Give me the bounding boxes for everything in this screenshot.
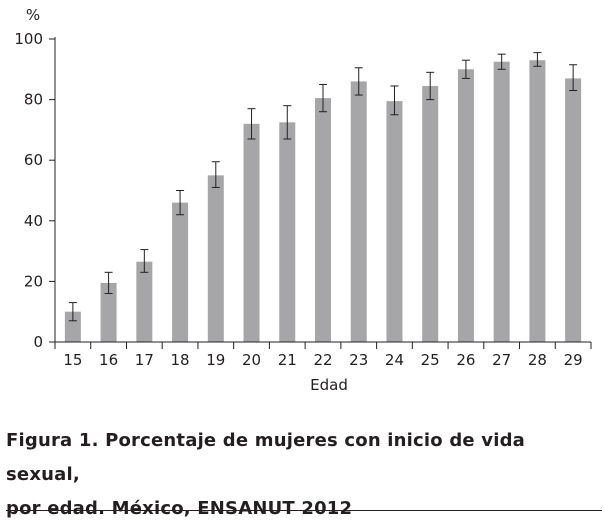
x-tick-label: 15 <box>63 351 82 369</box>
x-axis-title: Edad <box>310 376 348 394</box>
x-tick-label: 17 <box>135 351 154 369</box>
x-tick-label: 26 <box>456 351 475 369</box>
x-tick-label: 24 <box>385 351 404 369</box>
y-tick-label: 0 <box>33 333 43 351</box>
bar <box>243 123 260 342</box>
bar <box>207 175 224 342</box>
bar <box>315 98 331 343</box>
bottom-divider <box>6 510 602 511</box>
y-axis: 0 20 40 60 80 100 <box>14 30 56 351</box>
y-tick-label: 80 <box>24 91 43 109</box>
x-tick-label: 16 <box>99 351 118 369</box>
caption-line-1: Figura 1. Porcentaje de mujeres con inic… <box>6 430 526 485</box>
x-tick-label: 18 <box>171 351 190 369</box>
x-tick-label: 23 <box>349 351 368 369</box>
x-tick-label: 28 <box>528 351 547 369</box>
bar <box>136 261 153 342</box>
bar-chart: % 0 20 40 60 80 100 15 16 17 18 19 20 21 22 23 24 25 26 2… <box>14 6 592 394</box>
x-tick-label: 19 <box>206 351 225 369</box>
y-tick-label: 20 <box>24 272 43 290</box>
bars <box>64 52 582 343</box>
bar <box>100 282 117 342</box>
x-tick-label: 27 <box>492 351 511 369</box>
bar <box>279 122 296 342</box>
bar <box>457 69 474 343</box>
x-axis: 15 16 17 18 19 20 21 22 23 24 25 26 27 28 29 <box>54 341 592 369</box>
bar <box>172 202 189 342</box>
x-tick-label: 25 <box>421 351 440 369</box>
y-tick-label: 60 <box>24 151 43 169</box>
x-tick-label: 22 <box>313 351 332 369</box>
bar <box>350 81 367 343</box>
y-axis-title: % <box>26 6 40 24</box>
bar <box>64 311 81 342</box>
x-tick-label: 21 <box>278 351 297 369</box>
caption-line-2: por edad. México, ENSANUT 2012 <box>6 498 353 519</box>
x-tick-label: 29 <box>564 351 583 369</box>
bar <box>529 60 546 343</box>
bar <box>386 101 403 343</box>
x-tick-label: 20 <box>242 351 261 369</box>
bar <box>493 61 510 342</box>
bar <box>565 78 582 342</box>
y-tick-label: 100 <box>14 30 43 48</box>
bar <box>422 85 439 342</box>
y-tick-label: 40 <box>24 212 43 230</box>
figure-caption: Figura 1. Porcentaje de mujeres con inic… <box>6 424 601 526</box>
